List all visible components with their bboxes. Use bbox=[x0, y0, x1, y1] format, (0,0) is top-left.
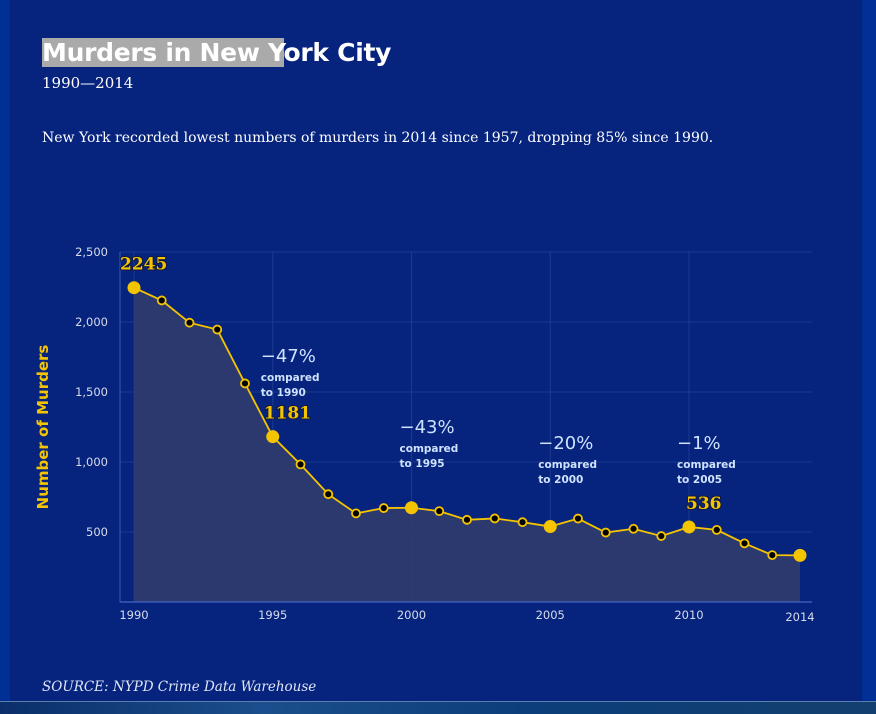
data-point bbox=[628, 523, 639, 534]
page-title: Murders in New York City bbox=[42, 38, 391, 67]
points-layer bbox=[127, 281, 807, 562]
tick-labels: 500 1,000 1,500 2,000 2,500 1990 1995 2000 2005 2… bbox=[75, 245, 815, 624]
data-point bbox=[434, 506, 445, 517]
data-point bbox=[489, 513, 500, 524]
data-point bbox=[739, 538, 750, 549]
chart-description: New York recorded lowest numbers of murd… bbox=[42, 130, 714, 146]
title-selected-text[interactable]: Murders in New Y bbox=[42, 38, 284, 67]
title-rest-text: ork City bbox=[283, 38, 392, 67]
compared-year-label: to 1995 bbox=[400, 458, 445, 470]
data-point bbox=[378, 503, 389, 513]
x-tick-label: 2010 bbox=[674, 608, 703, 622]
data-point bbox=[656, 531, 667, 541]
data-point bbox=[295, 459, 306, 470]
data-point bbox=[351, 508, 361, 519]
highlight-point bbox=[682, 520, 696, 534]
page-subtitle: 1990—2014 bbox=[42, 74, 134, 92]
area-fill bbox=[134, 287, 800, 602]
compared-year-label: to 2000 bbox=[538, 474, 583, 486]
data-point bbox=[240, 378, 250, 389]
data-point bbox=[212, 324, 223, 335]
highlight-point bbox=[543, 520, 557, 534]
data-point bbox=[573, 513, 583, 524]
highlight-point bbox=[127, 281, 141, 295]
compared-label: compared bbox=[538, 459, 597, 471]
x-tick-label: 2000 bbox=[397, 608, 426, 622]
x-tick-label: 2014 bbox=[785, 610, 814, 624]
highlight-point bbox=[266, 430, 280, 444]
data-point bbox=[156, 295, 167, 306]
compared-label: compared bbox=[261, 372, 320, 384]
data-point bbox=[600, 527, 611, 538]
value-label: 1181 bbox=[264, 404, 311, 424]
y-axis-label: Number of Murders bbox=[34, 345, 52, 510]
taskbar bbox=[0, 701, 876, 714]
pct-change-label: −20% bbox=[538, 433, 593, 454]
y-tick-label: 2,000 bbox=[75, 315, 108, 329]
compared-year-label: to 2005 bbox=[677, 474, 722, 486]
value-label: 2245 bbox=[120, 255, 167, 275]
data-point bbox=[767, 550, 778, 560]
y-tick-label: 1,500 bbox=[75, 385, 108, 399]
compared-year-label: to 1990 bbox=[261, 387, 306, 399]
pct-change-label: −47% bbox=[261, 346, 316, 367]
y-tick-label: 1,000 bbox=[75, 455, 108, 469]
highlight-point bbox=[793, 548, 807, 562]
data-point bbox=[462, 514, 472, 525]
area-layer bbox=[134, 287, 800, 602]
data-point bbox=[711, 525, 722, 535]
data-point bbox=[323, 489, 334, 500]
x-tick-label: 1990 bbox=[119, 608, 148, 622]
x-tick-label: 1995 bbox=[258, 608, 287, 622]
data-point bbox=[517, 517, 528, 528]
value-label: 536 bbox=[686, 494, 722, 514]
x-tick-label: 2005 bbox=[536, 608, 565, 622]
data-point bbox=[184, 317, 195, 328]
pct-change-label: −1% bbox=[677, 433, 721, 454]
compared-label: compared bbox=[400, 443, 459, 455]
pct-change-label: −43% bbox=[400, 417, 455, 438]
annotations-layer: 2245 1181 536 −47% compared to 1990 −43% compar… bbox=[119, 254, 736, 515]
compared-label: compared bbox=[677, 459, 736, 471]
y-tick-label: 500 bbox=[86, 525, 108, 539]
highlight-point bbox=[405, 501, 418, 515]
axes bbox=[119, 252, 812, 603]
source-note: SOURCE: NYPD Crime Data Warehouse bbox=[42, 679, 317, 695]
y-tick-label: 2,500 bbox=[75, 245, 108, 259]
